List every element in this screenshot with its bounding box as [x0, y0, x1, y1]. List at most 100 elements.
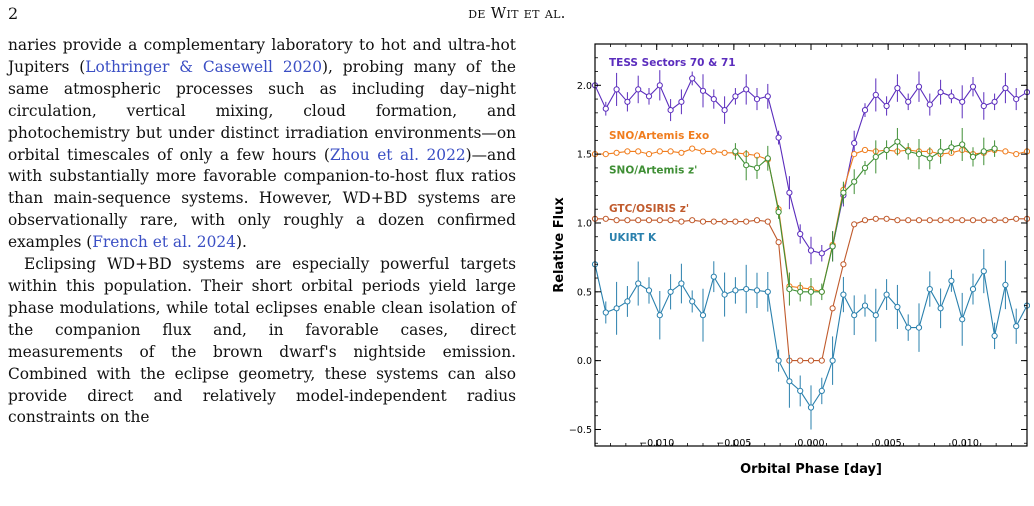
data-point: [667, 148, 674, 155]
data-point: [980, 217, 987, 224]
data-point: [743, 218, 750, 225]
text-run: ).: [235, 233, 247, 252]
text-run: ), probing many of the same atmospheric …: [8, 57, 516, 164]
data-point: [624, 298, 631, 305]
data-point: [602, 105, 609, 112]
data-point: [948, 144, 955, 151]
y-tick-label: 2.0: [577, 81, 592, 92]
data-point: [915, 324, 923, 331]
data-point: [764, 218, 771, 225]
data-point: [959, 141, 966, 148]
legend-label: GTC/OSIRIS z': [609, 203, 689, 215]
data-point: [667, 288, 674, 295]
data-point: [883, 215, 890, 222]
data-point: [861, 107, 869, 114]
data-point: [732, 148, 739, 155]
data-point: [602, 309, 609, 316]
data-point: [840, 189, 847, 196]
data-point: [969, 153, 977, 161]
data-point: [775, 208, 782, 216]
data-point: [775, 134, 782, 141]
data-point: [710, 96, 717, 103]
data-point: [710, 273, 717, 280]
data-point: [743, 162, 750, 169]
data-point: [764, 155, 771, 162]
data-point: [797, 230, 804, 238]
data-point: [656, 312, 663, 319]
data-point: [689, 145, 696, 152]
data-point: [602, 151, 609, 158]
data-point: [926, 286, 933, 293]
x-axis-label: Orbital Phase [day]: [740, 462, 882, 477]
data-point: [969, 217, 977, 224]
text-run: Eclipsing WD+BD systems are especially p…: [8, 255, 516, 427]
citation-link[interactable]: Zhou et al. 2022: [329, 145, 466, 164]
plot-layer: TESS Sectors 70 & 71 SNO/Artemis Exo SNO/A…: [591, 57, 1031, 430]
y-tick-label: 1.0: [577, 218, 592, 229]
data-point: [829, 305, 836, 312]
data-point: [818, 250, 825, 257]
data-point: [894, 85, 901, 92]
data-point: [926, 155, 933, 162]
data-point: [667, 217, 674, 224]
text-run: )—and with substantially more favorable …: [8, 145, 516, 252]
legend-label: TESS Sectors 70 & 71: [609, 57, 736, 69]
data-point: [1013, 96, 1020, 103]
data-point: [872, 153, 879, 161]
series-3: GTC/OSIRIS z': [591, 203, 1031, 364]
data-point: [613, 149, 620, 156]
data-point: [818, 288, 825, 295]
data-point: [829, 243, 836, 250]
data-point: [797, 288, 804, 295]
data-point: [635, 86, 642, 93]
data-point: [937, 148, 944, 155]
data-point: [948, 217, 955, 224]
data-point: [689, 298, 696, 305]
y-tick-label: 0.5: [577, 287, 592, 298]
data-point: [689, 217, 696, 224]
data-point: [678, 149, 685, 156]
data-point: [883, 291, 890, 298]
data-point: [1002, 85, 1009, 92]
light-curve-chart: TESS Sectors 70 & 71 SNO/Artemis Exo SNO/A…: [552, 43, 1031, 477]
data-point: [699, 218, 707, 225]
data-point: [1002, 217, 1009, 224]
data-point: [678, 218, 685, 225]
data-point: [732, 287, 739, 294]
data-point: [721, 107, 728, 114]
data-point: [807, 404, 815, 411]
y-tick-label: 0.0: [577, 356, 592, 367]
data-point: [624, 98, 631, 105]
data-point: [872, 312, 879, 319]
data-point: [905, 324, 912, 331]
data-point: [667, 107, 674, 114]
data-point: [624, 148, 631, 155]
data-point: [786, 189, 793, 196]
data-point: [732, 218, 739, 225]
citation-link[interactable]: French et al. 2024: [92, 233, 236, 252]
data-point: [689, 75, 696, 82]
y-tick-label: −0.5: [569, 425, 592, 436]
data-point: [851, 178, 858, 185]
series-4: UKIRT K: [591, 232, 1031, 430]
data-point: [1013, 215, 1020, 222]
data-point: [829, 357, 836, 364]
data-point: [797, 387, 804, 394]
data-point: [915, 151, 923, 158]
citation-link[interactable]: Lothringer & Casewell 2020: [85, 57, 322, 76]
legend-label: SNO/Artemis z': [609, 164, 697, 176]
data-point: [840, 291, 847, 298]
data-point: [645, 151, 653, 158]
data-point: [851, 221, 858, 228]
data-point: [991, 98, 998, 105]
legend-label: SNO/Artemis Exo: [609, 130, 709, 142]
light-curve-figure: TESS Sectors 70 & 71 SNO/Artemis Exo SNO/A…: [530, 34, 1031, 480]
data-point: [883, 102, 890, 110]
data-point: [635, 280, 642, 287]
data-point: [732, 93, 739, 100]
data-point: [807, 288, 815, 295]
data-point: [797, 357, 804, 364]
data-point: [775, 239, 782, 246]
data-point: [743, 86, 750, 93]
data-point: [861, 302, 869, 309]
